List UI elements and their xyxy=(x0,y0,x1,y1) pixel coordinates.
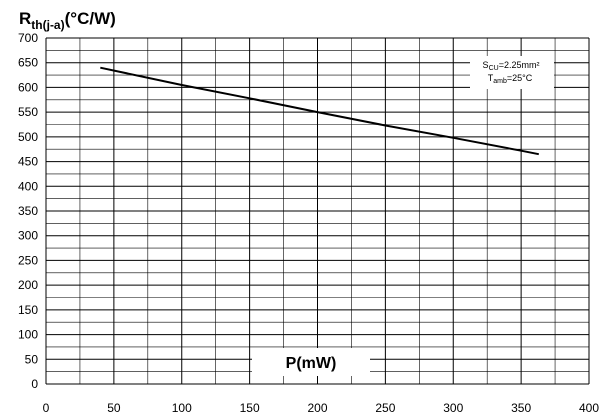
x-tick-label: 100 xyxy=(172,401,192,415)
y-tick-label: 700 xyxy=(18,31,38,45)
y-tick-label: 0 xyxy=(31,377,38,391)
x-axis-label: P(mW) xyxy=(286,355,337,372)
x-tick-label: 150 xyxy=(240,401,260,415)
x-axis-label-box xyxy=(252,348,370,376)
y-tick-label: 350 xyxy=(18,204,38,218)
x-tick-label: 200 xyxy=(307,401,327,415)
y-tick-label: 50 xyxy=(25,352,39,366)
y-axis-label: Rth(j-a)(°C/W) xyxy=(19,9,116,32)
annotation-tamb: Tamb=25°C xyxy=(488,73,533,85)
y-tick-label: 450 xyxy=(18,155,38,169)
x-tick-labels: 0 50 100 150 200 250 300 350 400 xyxy=(43,401,600,415)
rth-curve xyxy=(100,66,539,156)
y-tick-labels: 0 50 100 150 200 250 300 350 400 450 500 550 600 650 7… xyxy=(18,31,38,391)
x-tick-label: 300 xyxy=(443,401,463,415)
x-tick-label: 400 xyxy=(579,401,599,415)
y-tick-label: 200 xyxy=(18,278,38,292)
y-tick-label: 650 xyxy=(18,56,38,70)
x-tick-label: 0 xyxy=(43,401,50,415)
y-tick-label: 600 xyxy=(18,80,38,94)
y-tick-label: 500 xyxy=(18,130,38,144)
y-tick-label: 100 xyxy=(18,328,38,342)
x-tick-label: 250 xyxy=(375,401,395,415)
y-tick-label: 250 xyxy=(18,253,38,267)
y-tick-label: 550 xyxy=(18,105,38,119)
y-tick-label: 400 xyxy=(18,179,38,193)
y-tick-label: 150 xyxy=(18,303,38,317)
y-tick-label: 300 xyxy=(18,229,38,243)
x-tick-label: 50 xyxy=(107,401,121,415)
annotation-box xyxy=(470,56,554,89)
annotation-scu: SCU=2.25mm² xyxy=(483,60,540,72)
x-tick-label: 350 xyxy=(511,401,531,415)
